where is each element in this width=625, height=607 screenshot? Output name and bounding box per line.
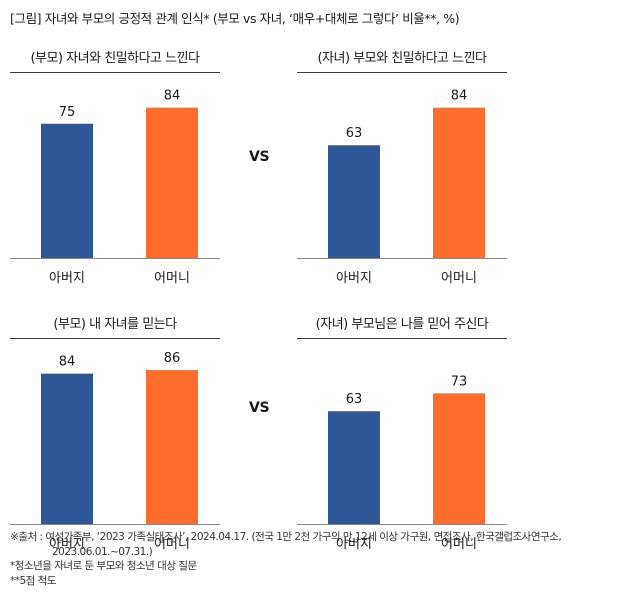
data-label: 63 — [346, 392, 363, 407]
chart-title: (자녀) 부모와 친밀하다고 느낀다 — [317, 51, 487, 66]
data-label: 75 — [59, 105, 76, 120]
data-label: 73 — [451, 374, 468, 389]
bar-mother — [433, 393, 485, 524]
footnote-target: *청소년을 자녀로 둔 부모와 청소년 대상 질문 — [10, 560, 197, 572]
bar-chart: 75 아버지 84 어머니 — [10, 89, 220, 286]
category-label: 아버지 — [336, 537, 372, 552]
chart-title: (자녀) 부모님은 나를 믿어 주신다 — [315, 317, 489, 332]
title-rule — [10, 338, 220, 339]
data-label: 84 — [451, 89, 468, 104]
category-label: 어머니 — [154, 271, 190, 286]
data-label: 84 — [59, 355, 76, 370]
bar-mother — [433, 107, 485, 258]
title-rule — [297, 72, 507, 73]
chart-panel-child-trust: (자녀) 부모님은 나를 믿어 주신다 63 아버지 73 어머니 — [297, 313, 507, 552]
source-note-continued: 2023.06.01.~07.31.) — [52, 545, 153, 558]
title-rule — [10, 72, 220, 73]
category-label: 아버지 — [336, 271, 372, 286]
chart-panel-parent-trust: (부모) 내 자녀를 믿는다 84 아버지 86 어머니 — [10, 313, 220, 552]
chart-title: (부모) 내 자녀를 믿는다 — [53, 317, 177, 332]
footnote-scale: **5점 척도 — [10, 574, 57, 587]
bar-chart: 63 아버지 73 어머니 — [297, 374, 507, 552]
chart-panel-child-closeness: (자녀) 부모와 친밀하다고 느낀다 63 아버지 84 어머니 — [297, 47, 507, 286]
chart-title: (부모) 자녀와 친밀하다고 느낀다 — [30, 51, 200, 66]
bar-chart: 63 아버지 84 어머니 — [297, 89, 507, 286]
bar-father — [41, 373, 93, 524]
vs-label: VS — [249, 400, 270, 416]
bar-chart: 84 아버지 86 어머니 — [10, 351, 220, 552]
chart-panel-parent-closeness: (부모) 자녀와 친밀하다고 느낀다 75 아버지 84 어머니 — [10, 47, 220, 286]
data-label: 86 — [164, 351, 181, 366]
source-note: ※출처 : 여성가족부, ‘2023 가족실태조사’, 2024.04.17. … — [10, 531, 562, 543]
bar-father — [328, 411, 380, 524]
category-label: 아버지 — [49, 271, 85, 286]
footnotes: ※출처 : 여성가족부, ‘2023 가족실태조사’, 2024.04.17. … — [10, 530, 622, 588]
bar-mother — [146, 107, 198, 258]
category-label: 어머니 — [441, 271, 477, 286]
data-label: 63 — [346, 126, 363, 141]
vs-label: VS — [249, 149, 270, 165]
bar-father — [328, 145, 380, 258]
category-label: 어머니 — [154, 537, 190, 552]
bar-father — [41, 123, 93, 258]
figure-title: [그림] 자녀와 부모의 긍정적 관계 인식* (부모 vs 자녀, ‘매우+대… — [10, 11, 460, 26]
category-label: 어머니 — [441, 537, 477, 552]
bar-mother — [146, 370, 198, 524]
title-rule — [297, 338, 507, 339]
category-label: 아버지 — [49, 537, 85, 552]
data-label: 84 — [164, 89, 181, 104]
